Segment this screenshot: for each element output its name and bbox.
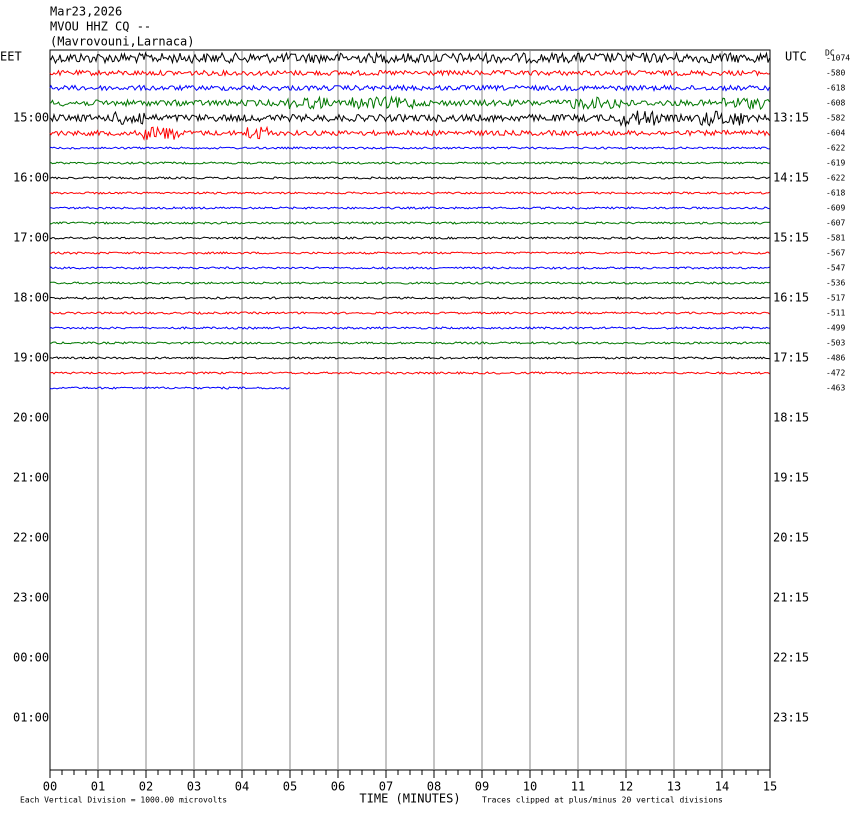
trace-offset: -511 (826, 309, 845, 318)
utc-hour: 19:15 (773, 471, 809, 485)
scale-note: Each Vertical Division = 1000.00 microvo… (20, 796, 227, 805)
dc-label: DC (825, 49, 835, 58)
x-tick-label: 15 (763, 780, 777, 794)
trace (49, 110, 770, 128)
clip-note: Traces clipped at plus/minus 20 vertical… (482, 796, 723, 805)
trace (49, 371, 770, 375)
utc-hour: 13:15 (773, 111, 809, 125)
trace (49, 191, 770, 195)
x-tick-label: 14 (715, 780, 729, 794)
trace-offset: -1074 (826, 54, 850, 63)
x-tick-label: 11 (571, 780, 585, 794)
trace (49, 95, 770, 111)
utc-hour: 22:15 (773, 651, 809, 665)
utc-hour: 21:15 (773, 591, 809, 605)
trace-offset: -604 (826, 129, 845, 138)
eet-hour: 15:00 (13, 111, 49, 125)
trace-offset: -608 (826, 99, 845, 108)
x-tick-label: 10 (523, 780, 537, 794)
utc-hour: 17:15 (773, 351, 809, 365)
trace-offset: -580 (826, 69, 845, 78)
trace-offset: -619 (826, 159, 845, 168)
x-tick-label: 04 (235, 780, 249, 794)
trace-offset: -618 (826, 189, 845, 198)
utc-hour: 15:15 (773, 231, 809, 245)
eet-hour: 01:00 (13, 711, 49, 725)
trace-offset: -472 (826, 369, 845, 378)
trace-offset: -582 (826, 114, 845, 123)
eet-hour: 22:00 (13, 531, 49, 545)
location: (Mavrovouni,Larnaca) (50, 35, 195, 49)
station: MVOU HHZ CQ -- (50, 20, 151, 34)
trace (49, 146, 770, 150)
eet-hour: 17:00 (13, 231, 49, 245)
trace (49, 161, 770, 165)
eet-hour: 23:00 (13, 591, 49, 605)
eet-hour: 16:00 (13, 171, 49, 185)
date: Mar23,2026 (50, 5, 122, 19)
utc-hour: 20:15 (773, 531, 809, 545)
trace (49, 68, 770, 77)
eet-hour: 20:00 (13, 411, 49, 425)
trace (49, 266, 770, 270)
trace (49, 281, 770, 285)
x-tick-label: 00 (43, 780, 57, 794)
trace (49, 341, 770, 345)
trace-offset: -567 (826, 249, 845, 258)
x-tick-label: 06 (331, 780, 345, 794)
trace (49, 311, 770, 315)
x-tick-label: 07 (379, 780, 393, 794)
eet-hour: 19:00 (13, 351, 49, 365)
eet-hour: 21:00 (13, 471, 49, 485)
trace (49, 356, 770, 360)
trace (49, 51, 770, 65)
trace-offset: -622 (826, 174, 845, 183)
trace-offset: -622 (826, 144, 845, 153)
trace-offset: -581 (826, 234, 845, 243)
trace (49, 206, 770, 210)
trace (49, 386, 290, 390)
trace (49, 251, 770, 255)
x-tick-label: 01 (91, 780, 105, 794)
x-tick-label: 02 (139, 780, 153, 794)
trace-offset: -499 (826, 324, 845, 333)
x-tick-label: 05 (283, 780, 297, 794)
trace-offset: -609 (826, 204, 845, 213)
trace (49, 84, 770, 92)
utc-hour: 23:15 (773, 711, 809, 725)
x-tick-label: 08 (427, 780, 441, 794)
trace (49, 236, 770, 240)
trace-offset: -607 (826, 219, 845, 228)
plot-frame (49, 49, 771, 771)
x-tick-label: 03 (187, 780, 201, 794)
eet-hour: 00:00 (13, 651, 49, 665)
utc-hour: 18:15 (773, 411, 809, 425)
trace (49, 221, 770, 225)
utc-hour: 14:15 (773, 171, 809, 185)
trace-offset: -618 (826, 84, 845, 93)
x-tick-label: 09 (475, 780, 489, 794)
x-tick-label: 12 (619, 780, 633, 794)
trace (50, 176, 770, 180)
trace-offset: -486 (826, 354, 845, 363)
x-axis-title: TIME (MINUTES) (359, 792, 460, 806)
left-axis-label: EET (0, 50, 22, 64)
utc-hour: 16:15 (773, 291, 809, 305)
eet-hour: 18:00 (13, 291, 49, 305)
trace (49, 296, 770, 300)
trace-offset: -517 (826, 294, 845, 303)
trace (49, 326, 770, 330)
trace-offset: -547 (826, 264, 845, 273)
x-tick-label: 13 (667, 780, 681, 794)
trace (49, 125, 770, 141)
trace-offset: -463 (826, 384, 845, 393)
right-axis-label: UTC (785, 50, 807, 64)
trace-offset: -503 (826, 339, 845, 348)
trace-offset: -536 (826, 279, 845, 288)
